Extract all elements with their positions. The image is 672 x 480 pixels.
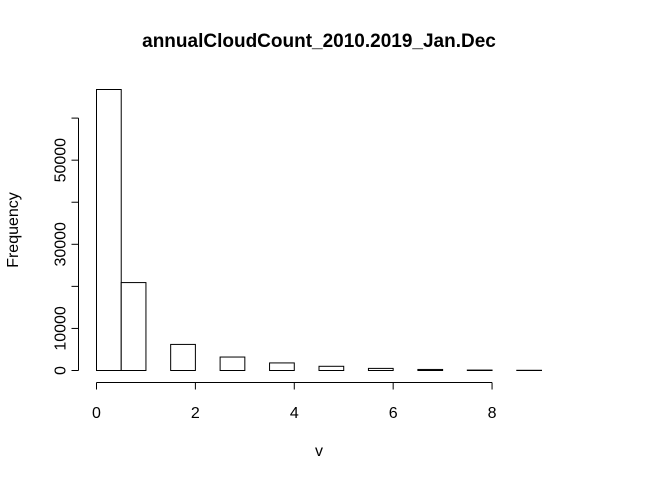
histogram-bar-5 — [219, 356, 246, 371]
y-tick-label: 0 — [53, 366, 70, 375]
histogram-bar-0 — [96, 89, 122, 371]
y-tick-label: 50000 — [53, 138, 70, 183]
x-tick-label: 4 — [290, 405, 299, 422]
x-axis: 0 2 4 6 8 — [92, 382, 497, 422]
histogram-bar-9 — [318, 365, 345, 372]
histogram-bar-1 — [120, 282, 147, 371]
x-tick-label: 8 — [488, 405, 497, 422]
x-tick-label: 0 — [92, 405, 101, 422]
chart-title: annualCloudCount_2010.2019_Jan.Dec — [142, 31, 496, 52]
y-axis-label: Frequency — [5, 192, 22, 268]
y-tick-label: 30000 — [53, 222, 70, 267]
x-tick-label: 6 — [389, 405, 398, 422]
histogram-bar-11 — [367, 367, 394, 371]
histogram-bar-13 — [417, 368, 444, 372]
histogram-bar-3 — [170, 343, 196, 371]
x-axis-label: v — [315, 443, 323, 460]
y-tick-label: 10000 — [53, 306, 70, 351]
histogram-bars — [96, 89, 542, 372]
x-tick-label: 2 — [191, 405, 200, 422]
y-axis: 0 10000 30000 50000 — [53, 117, 79, 375]
histogram-bar-7 — [269, 362, 295, 371]
